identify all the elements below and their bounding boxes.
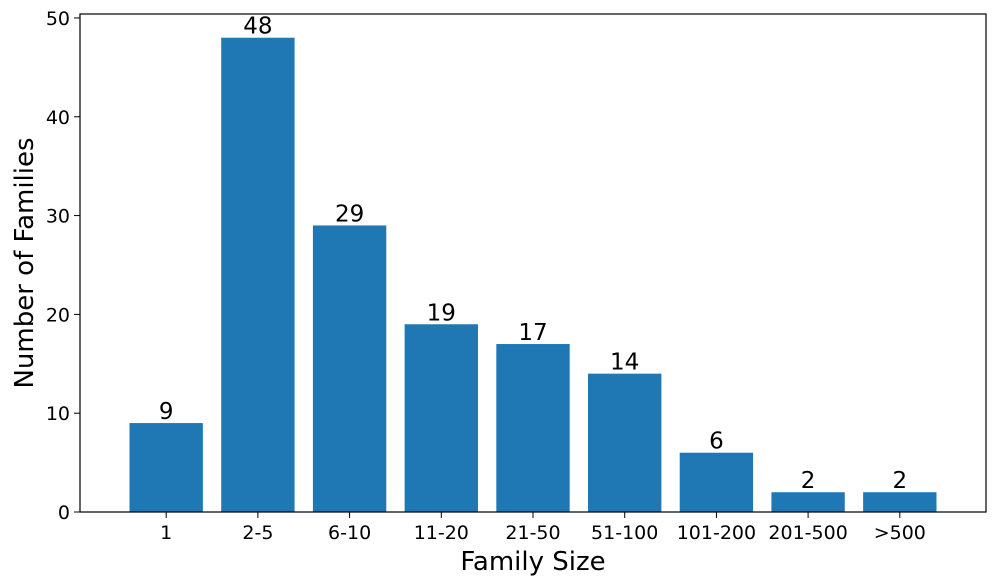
x-tick-label: 2-5 <box>242 522 273 544</box>
y-tick-label: 50 <box>46 8 70 30</box>
x-tick-label: 101-200 <box>677 522 756 544</box>
x-axis-label: Family Size <box>460 547 605 577</box>
x-tick-label: 1 <box>160 522 172 544</box>
data-label: 9 <box>159 399 174 425</box>
x-tick-label: 51-100 <box>591 522 658 544</box>
data-label: 48 <box>243 14 272 40</box>
bar <box>679 452 754 512</box>
bar <box>496 344 570 512</box>
x-tick-label: 11-20 <box>414 522 469 544</box>
x-tick-label: >500 <box>874 522 926 544</box>
bar <box>312 225 387 512</box>
x-tick-label: 21-50 <box>505 522 560 544</box>
y-tick-label: 0 <box>58 502 70 524</box>
plot-frame <box>79 13 987 513</box>
data-label: 14 <box>610 350 639 376</box>
bar <box>588 373 662 512</box>
data-label: 2 <box>801 468 816 494</box>
bar <box>863 492 937 512</box>
y-tick-label: 30 <box>46 206 70 228</box>
data-label: 29 <box>335 201 364 227</box>
y-tick-label: 20 <box>46 304 70 326</box>
bar <box>771 492 845 512</box>
x-tick-label: 201-500 <box>768 522 847 544</box>
y-tick-label: 40 <box>46 107 70 129</box>
x-tick-label: 6-10 <box>328 522 371 544</box>
y-axis-label: Number of Families <box>10 137 40 388</box>
y-tick-label: 10 <box>46 403 70 425</box>
bar <box>404 324 478 512</box>
data-label: 19 <box>427 300 456 326</box>
data-label: 6 <box>709 429 724 455</box>
data-label: 2 <box>892 468 907 494</box>
bar <box>221 37 295 512</box>
bar <box>129 423 203 512</box>
data-label: 17 <box>518 320 547 346</box>
